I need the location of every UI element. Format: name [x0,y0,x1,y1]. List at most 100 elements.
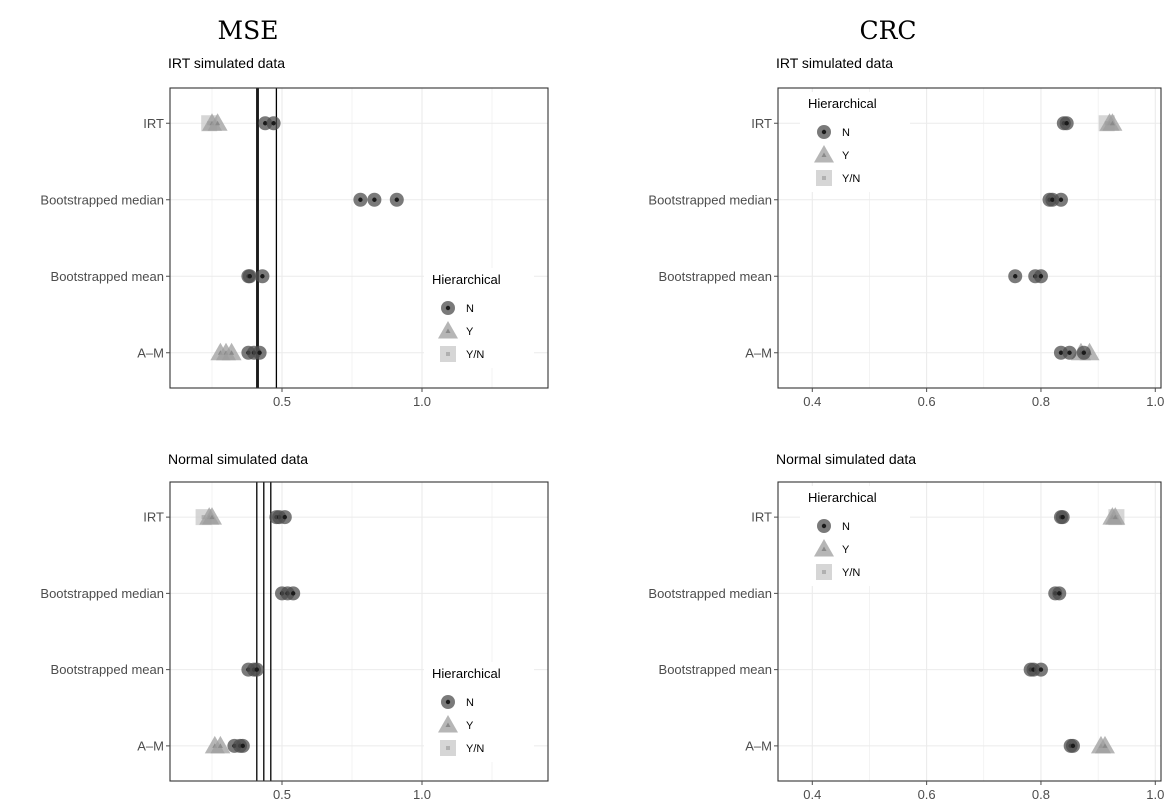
data-point-n [1052,586,1067,601]
data-point-n [235,738,250,753]
panel-title: IRT simulated data [168,55,285,71]
x-tick-label: 1.0 [1146,394,1164,409]
data-point-n [242,269,257,284]
legend-key-n [441,695,455,709]
data-point-n [286,586,301,601]
y-tick-label: IRT [751,116,772,131]
y-tick-label: IRT [143,116,164,131]
legend-key-n [817,519,831,533]
data-point-n [1059,116,1074,131]
panel-title: Normal simulated data [168,451,308,467]
legend-label: Y [466,326,474,338]
legend-label: Y/N [466,349,484,361]
legend-label: Y/N [842,173,860,185]
data-point-n [1033,662,1048,677]
y-tick-label: Bootstrapped median [648,192,772,207]
legend-label: Y [842,544,850,556]
data-point-n [367,192,382,207]
data-point-n [266,116,281,131]
panel-title: Normal simulated data [776,451,916,467]
legend-label: Y [466,720,474,732]
legend-label: Y/N [842,567,860,579]
panels: IRT simulated data IRT Bootstrapped median… [40,55,1164,802]
legend-title: Hierarchical [808,96,877,111]
data-point-n [389,192,404,207]
legend: Hierarchical NY Y/N [424,268,534,368]
data-point-n [1008,269,1023,284]
data-point-y [210,735,231,754]
y-tick-label: IRT [143,510,164,525]
legend-label: N [466,697,474,709]
y-tick-label: Bootstrapped mean [51,662,164,677]
legend-label: N [842,127,850,139]
x-tick-label: 0.6 [918,394,936,409]
y-tick-label: Bootstrapped median [40,586,164,601]
data-point-n [1053,192,1068,207]
legend-key-yn [816,170,832,186]
data-point-y [1105,507,1126,525]
data-point-n [1076,345,1091,360]
legend-label: N [466,303,474,315]
data-point-y [1102,113,1123,131]
y-tick-label: Bootstrapped mean [51,269,164,284]
legend-label: Y/N [466,743,484,755]
legend: Hierarchical NY Y/N [800,92,910,192]
data-point-y [1094,735,1115,754]
legend-title: Hierarchical [808,490,877,505]
y-tick-label: Bootstrapped median [40,192,164,207]
x-tick-label: 0.8 [1032,394,1050,409]
panel-border [169,481,549,782]
data-point-y [202,507,222,525]
data-point-y [207,113,228,131]
y-tick-label: A–M [137,738,164,753]
column-title-crc: CRC [859,16,916,45]
legend-key-n [817,125,831,139]
legend-title: Hierarchical [432,666,501,681]
y-tick-label: IRT [751,510,772,525]
x-tick-label: 0.4 [803,394,821,409]
x-tick-label: 0.5 [273,787,291,802]
legend-key-yn [816,564,832,580]
data-point-n [353,192,368,207]
panel-2: IRT simulated data IRT Bootstrapped median… [648,55,1164,409]
data-point-n [1065,738,1080,753]
legend-key-y [814,539,834,557]
data-point-n [277,510,292,525]
data-point-n [1062,345,1077,360]
data-point-n [1033,269,1048,284]
x-tick-label: 0.6 [918,787,936,802]
panel-title: IRT simulated data [776,55,893,71]
panel-border [777,481,1162,782]
y-tick-label: Bootstrapped mean [659,269,772,284]
legend: Hierarchical NY Y/N [424,662,534,762]
x-tick-label: 0.4 [803,787,821,802]
panel-border [777,87,1162,389]
legend-label: Y [842,150,850,162]
x-tick-label: 1.0 [1146,787,1164,802]
x-tick-label: 0.5 [273,394,291,409]
legend-key-y [438,321,458,339]
y-tick-label: A–M [137,345,164,360]
panel-4: Normal simulated data IRT Bootstrapped med… [648,451,1164,802]
legend-key-y [814,145,834,163]
data-point-n [249,662,264,677]
x-tick-label: 1.0 [413,787,431,802]
y-tick-label: A–M [745,738,772,753]
data-point-n [255,269,270,284]
column-title-mse: MSE [218,16,279,45]
legend-label: N [842,521,850,533]
x-tick-label: 1.0 [413,394,431,409]
y-tick-label: A–M [745,345,772,360]
panel-border [169,87,549,389]
panel-1: IRT simulated data IRT Bootstrapped median… [40,55,549,409]
data-point-n [1055,510,1070,525]
legend: Hierarchical NY Y/N [800,486,910,586]
y-tick-label: Bootstrapped mean [659,662,772,677]
data-point-y [221,342,242,361]
legend-key-yn [440,740,456,756]
panel-3: Normal simulated data IRT Bootstrapped med… [40,451,549,802]
data-point-n [252,345,267,360]
legend-key-y [438,715,458,733]
x-tick-label: 0.8 [1032,787,1050,802]
